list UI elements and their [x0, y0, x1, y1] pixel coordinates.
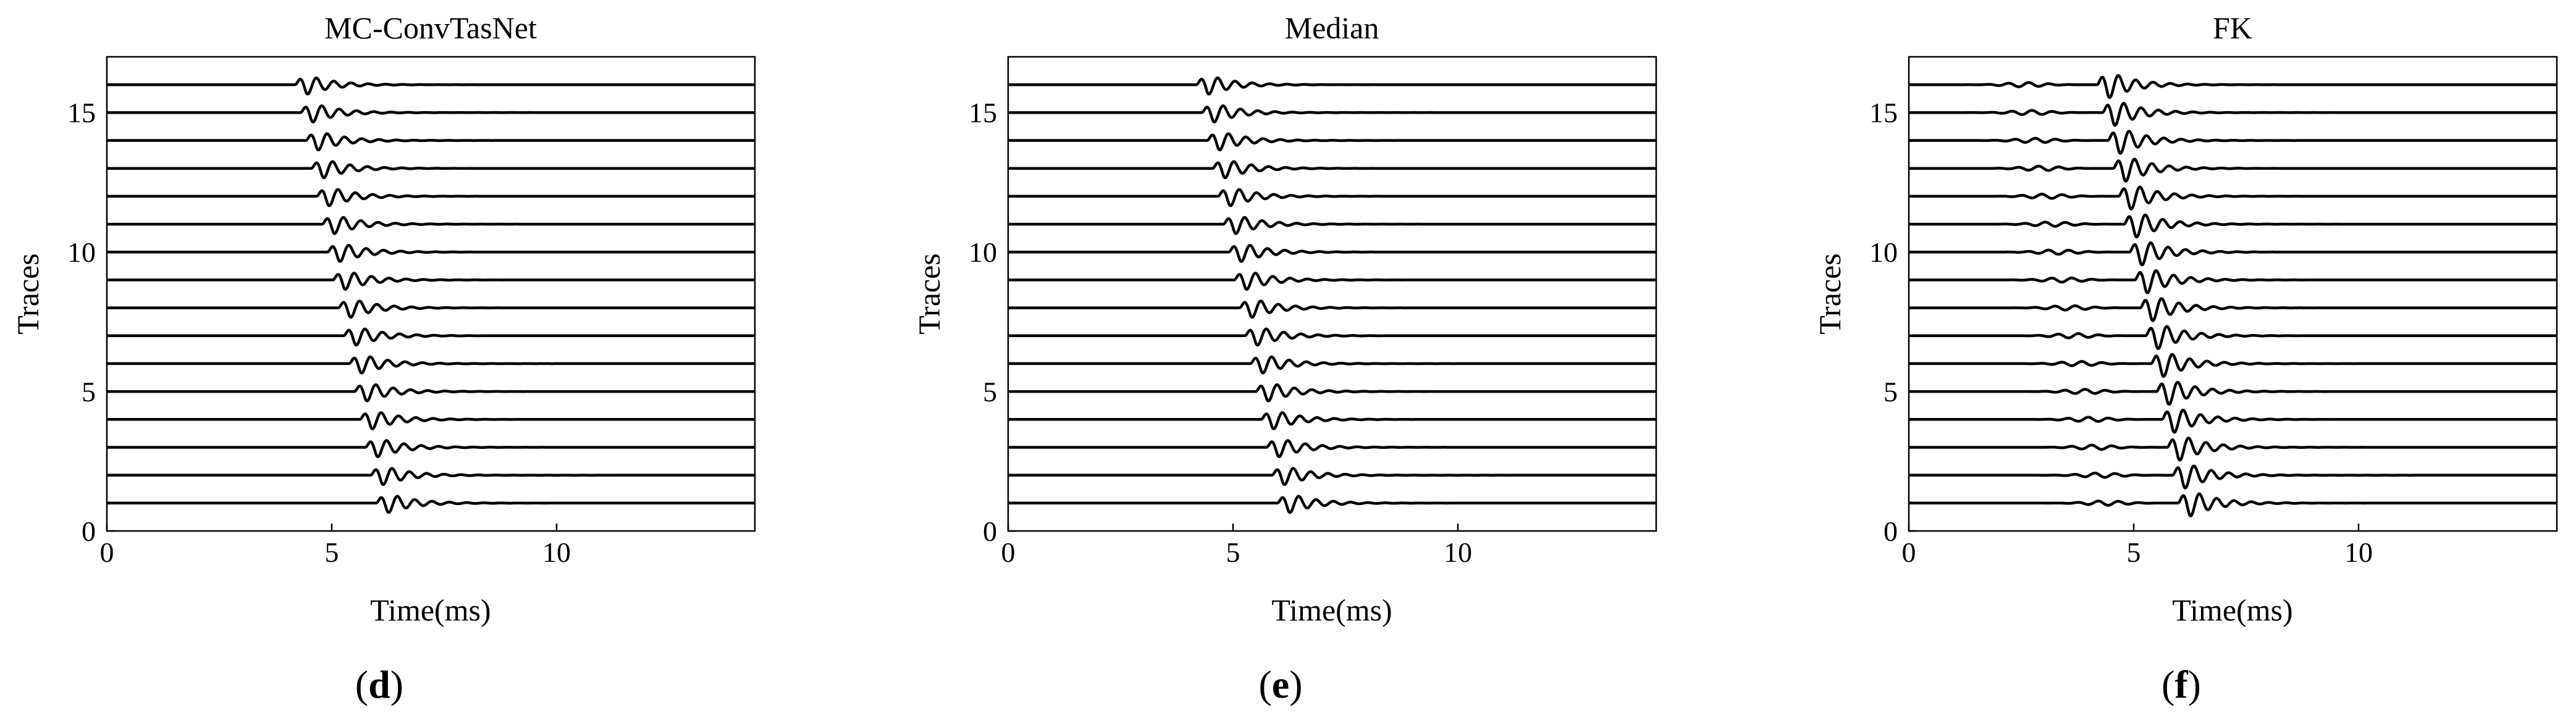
x-tick-label: 5 — [325, 537, 339, 568]
trace-line — [106, 243, 756, 263]
y-axis-label: Traces — [1812, 253, 1847, 334]
trace-line — [1007, 76, 1657, 96]
x-tick-label: 0 — [100, 537, 114, 568]
trace-line — [1007, 160, 1657, 180]
trace-line — [1908, 409, 2558, 434]
panel-label: (d) — [355, 662, 403, 706]
chart-title: MC-ConvTasNet — [324, 10, 537, 45]
x-axis-label: Time(ms) — [1271, 593, 1392, 627]
trace-line — [1908, 102, 2558, 127]
plot-area — [106, 56, 756, 532]
trace-line — [106, 76, 756, 96]
trace-line — [106, 383, 756, 403]
chart-title: FK — [2213, 10, 2252, 45]
trace-line — [1007, 383, 1657, 403]
trace-line — [1908, 213, 2558, 239]
trace-line — [106, 132, 756, 151]
trace-group — [106, 76, 756, 514]
trace-line — [1007, 299, 1657, 319]
trace-line — [106, 272, 756, 291]
panel-d: MC-ConvTasNet 0 5 10 0 5 10 15 Time(ms) … — [11, 10, 756, 706]
y-tick-label: 0 — [1884, 516, 1898, 547]
y-tick-label: 10 — [67, 236, 96, 268]
trace-line — [106, 439, 756, 458]
plot-area — [1908, 56, 2558, 532]
trace-line — [1908, 73, 2558, 99]
trace-line — [1908, 325, 2558, 350]
x-tick-label: 10 — [1444, 537, 1472, 568]
trace-line — [1908, 185, 2558, 211]
trace-line — [1007, 243, 1657, 263]
trace-line — [106, 495, 756, 514]
trace-line — [1007, 188, 1657, 207]
x-tick-label: 10 — [2344, 537, 2373, 568]
trace-line — [1007, 355, 1657, 375]
trace-line — [1908, 353, 2558, 378]
y-axis-label: Traces — [912, 253, 946, 334]
trace-line — [1908, 464, 2558, 490]
trace-line — [1908, 130, 2558, 155]
plot-area — [1007, 56, 1657, 532]
x-tick-label: 10 — [542, 537, 571, 568]
y-tick-label: 10 — [969, 236, 997, 268]
trace-line — [1908, 380, 2558, 406]
trace-line — [1908, 297, 2558, 322]
trace-line — [1007, 215, 1657, 235]
trace-line — [106, 411, 756, 430]
panel-f: FK 0 5 10 0 5 10 15 Time(ms) Traces (f) — [1812, 10, 2558, 706]
y-tick-label: 0 — [983, 516, 997, 547]
x-axis-label: Time(ms) — [370, 593, 490, 627]
y-tick-label: 5 — [82, 376, 96, 407]
x-tick-label: 5 — [2127, 537, 2141, 568]
y-tick-label: 15 — [1869, 97, 1898, 128]
y-tick-label: 15 — [969, 97, 997, 128]
trace-line — [1908, 437, 2558, 462]
chart-title: Median — [1285, 10, 1379, 45]
y-tick-label: 5 — [983, 376, 997, 407]
y-axis-label: Traces — [11, 253, 45, 334]
panel-label: (f) — [2161, 662, 2201, 706]
trace-line — [1007, 132, 1657, 151]
trace-line — [1007, 272, 1657, 291]
trace-line — [106, 467, 756, 487]
panel-e: Median 0 5 10 0 5 10 15 Time(ms) Traces … — [912, 10, 1657, 706]
trace-line — [106, 355, 756, 375]
trace-line — [1908, 492, 2558, 517]
y-tick-label: 5 — [1884, 376, 1898, 407]
trace-line — [1908, 241, 2558, 267]
x-tick-label: 0 — [1902, 537, 1916, 568]
trace-line — [1007, 467, 1657, 487]
trace-line — [106, 188, 756, 207]
trace-line — [1007, 104, 1657, 123]
x-axis-label: Time(ms) — [2172, 593, 2292, 627]
trace-line — [1007, 439, 1657, 458]
panel-label: (e) — [1258, 662, 1302, 706]
trace-line — [106, 299, 756, 319]
y-tick-label: 15 — [67, 97, 96, 128]
trace-line — [106, 104, 756, 123]
trace-line — [1007, 411, 1657, 430]
x-tick-label: 0 — [1001, 537, 1016, 568]
trace-line — [106, 215, 756, 235]
trace-line — [106, 327, 756, 347]
trace-line — [1908, 157, 2558, 183]
y-tick-label: 0 — [82, 516, 96, 547]
trace-line — [106, 160, 756, 180]
trace-line — [1007, 495, 1657, 514]
trace-line — [1007, 327, 1657, 347]
trace-line — [1908, 269, 2558, 295]
trace-group — [1908, 73, 2558, 517]
y-tick-label: 10 — [1869, 236, 1898, 268]
trace-group — [1007, 76, 1657, 514]
x-tick-label: 5 — [1226, 537, 1240, 568]
